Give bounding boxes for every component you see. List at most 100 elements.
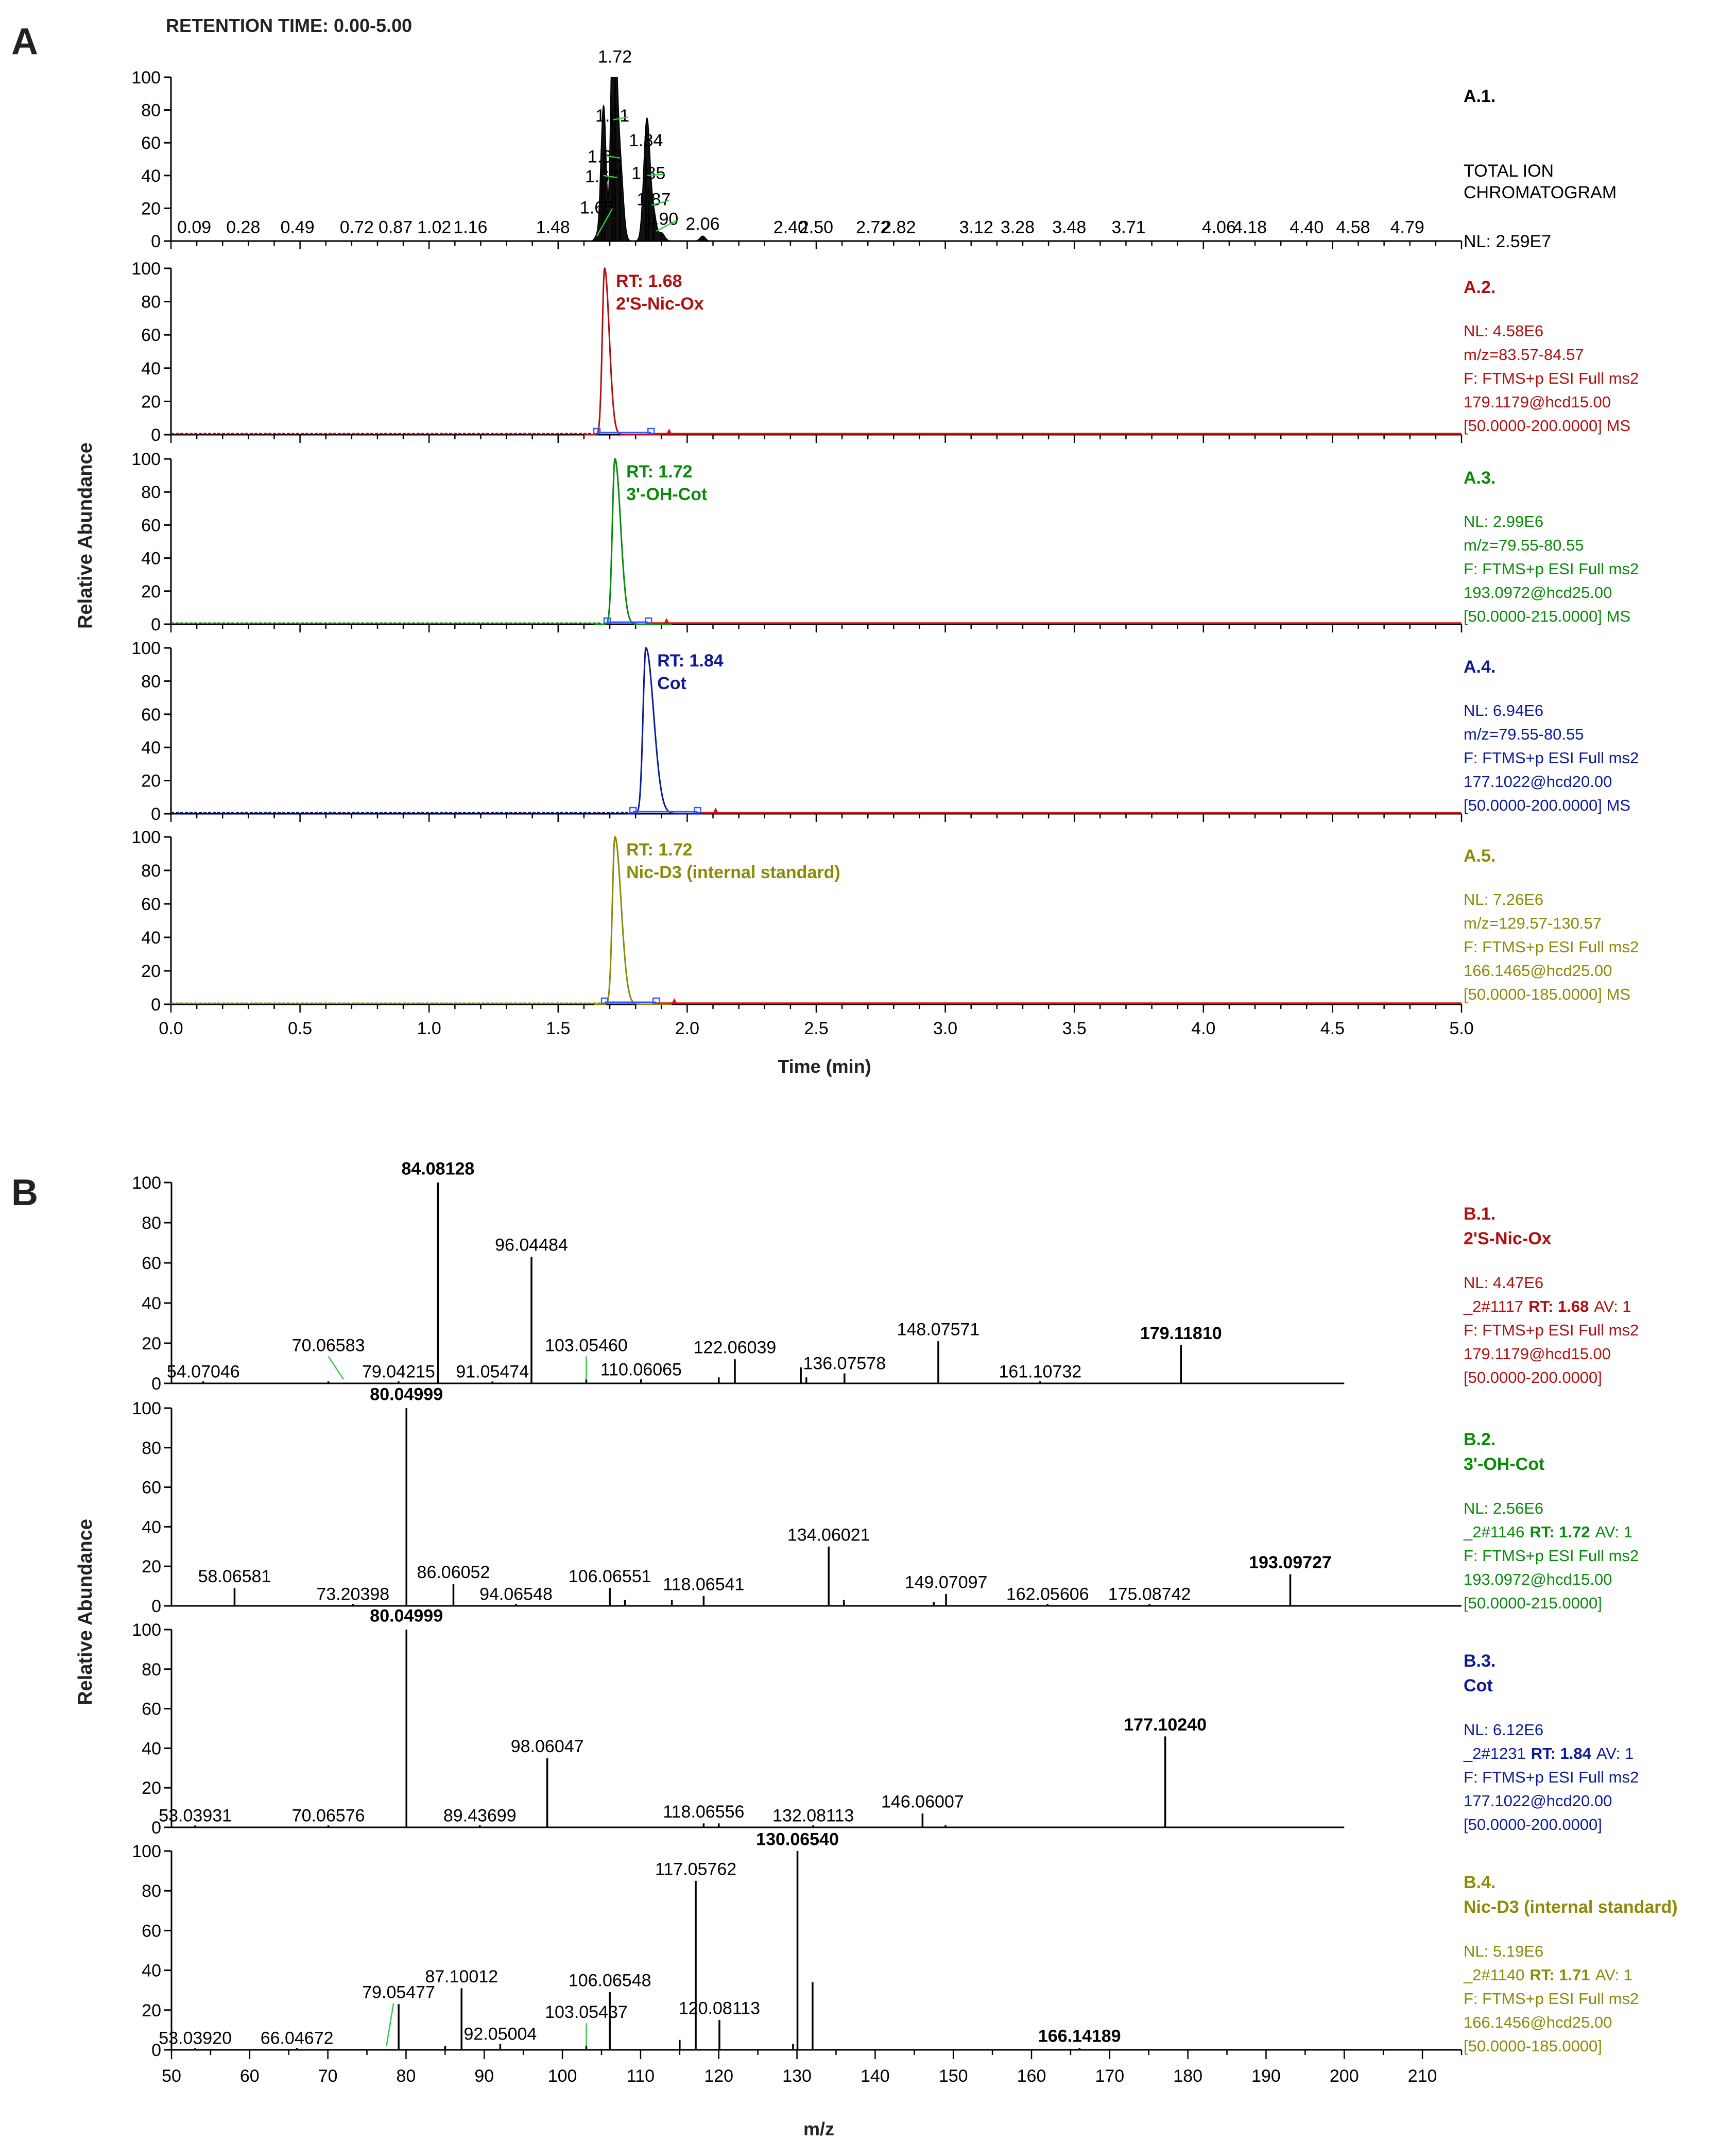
scan-rt: RT: 1.84: [1531, 1744, 1592, 1762]
x-tick-label: 60: [240, 2066, 260, 2086]
y-tick-label: 80: [142, 1213, 161, 1233]
trace-info-line: 166.1465@hcd25.00: [1464, 962, 1612, 980]
label-leader: [328, 1356, 345, 1380]
spectrum-scan-line: _2#1146 RT: 1.72 AV: 1: [1463, 1523, 1632, 1541]
peak-mz-label: 110.06065: [600, 1360, 682, 1379]
y-tick-label: 0: [151, 995, 161, 1015]
integration-marker: [652, 997, 660, 1004]
spectrum-nl: NL: 5.19E6: [1464, 1942, 1543, 1960]
x-tick-label: 150: [939, 2066, 968, 2086]
y-tick-label: 20: [141, 582, 161, 602]
peak-label: 2.40: [774, 217, 807, 237]
spectrum-info-line: [50.0000-215.0000]: [1464, 1594, 1602, 1612]
spectrum-info-line: 193.0972@hcd15.00: [1464, 1570, 1612, 1588]
x-tick-label: 4.5: [1320, 1019, 1345, 1038]
end-marker: [672, 998, 677, 1003]
y-tick-label: 40: [141, 359, 161, 379]
spectrum-info-line: [50.0000-185.0000]: [1464, 2037, 1602, 2055]
y-tick-label: 80: [141, 861, 161, 881]
chromatogram-A-4: 0 20 40 60 80 100 A.4. RT: 1.84 Cot NL: 6.94E6 m/z…: [131, 639, 1639, 824]
y-tick-label: 100: [131, 259, 161, 279]
y-tick-label: 80: [142, 1660, 161, 1680]
peak-mz-label: 87.10012: [425, 1967, 498, 1986]
peak-label: 1.87: [637, 190, 671, 209]
x-tick-label: 5.0: [1449, 1019, 1473, 1038]
spectrum-title: B.2.: [1464, 1430, 1496, 1449]
peak-label: 4.79: [1390, 217, 1424, 237]
x-tick-label: 140: [861, 2066, 890, 2086]
label-leader: [651, 200, 669, 206]
y-tick-label: 40: [142, 1961, 161, 1981]
y-tick-label: 60: [141, 516, 161, 535]
y-tick-label: 0: [151, 1374, 161, 1394]
spectrum-info-line: F: FTMS+p ESI Full ms2: [1464, 1321, 1639, 1339]
peak-label: 1.72: [598, 47, 632, 67]
label-leader: [596, 208, 613, 237]
chromatogram-A-2: 0 20 40 60 80 100 A.2. RT: 1.68 2'S-Nic-Ox NL: 4.…: [131, 259, 1639, 445]
peak-mz-label: 132.08113: [772, 1806, 854, 1825]
peak-mz-label: 73.20398: [316, 1584, 389, 1604]
end-marker: [713, 808, 718, 813]
trace-info-line: 177.1022@hcd20.00: [1464, 773, 1612, 791]
scan-number: _2#1140: [1463, 1966, 1524, 1984]
trace-title: A.4.: [1464, 657, 1496, 677]
x-tick-label: 2.0: [675, 1019, 699, 1038]
y-tick-label: 100: [131, 450, 161, 469]
peak-mz-label: 162.05606: [1006, 1584, 1089, 1604]
spectrum-title: B.4.: [1464, 1873, 1496, 1892]
y-tick-label: 100: [132, 1620, 161, 1640]
scan-number: _2#1117: [1463, 1297, 1523, 1315]
y-tick-label: 80: [141, 672, 161, 691]
integration-marker: [629, 807, 637, 814]
peak-mz-label: 193.09727: [1249, 1553, 1332, 1572]
chromatogram-A-1: 0 20 40 60 80 100 A.1. 0.09 0.28 0.49 0.72 0.87 1.02…: [131, 47, 1617, 251]
peak-mz-label: 148.07571: [897, 1320, 980, 1339]
peak-label: 1.48: [536, 217, 570, 237]
x-tick-label: 3.5: [1062, 1019, 1087, 1038]
y-tick-label: 0: [151, 1597, 161, 1616]
peak-mz-label: 118.06541: [663, 1574, 744, 1594]
peak-mz-label: 79.05477: [362, 1983, 435, 2002]
spectrum-info-line: F: FTMS+p ESI Full ms2: [1464, 1547, 1639, 1565]
spectrum-B-4: 0 20 40 60 80 100 50 60 70 80 90 100 110 120 130 140 150…: [132, 1829, 1677, 2086]
spectrum-compound: Cot: [1464, 1676, 1493, 1695]
y-tick-label: 40: [142, 1517, 161, 1537]
peak-mz-label: 53.03920: [159, 2028, 232, 2048]
y-tick-label: 80: [142, 1438, 161, 1458]
peak-label: 0.28: [226, 217, 260, 237]
spectrum-info-line: F: FTMS+p ESI Full ms2: [1464, 1990, 1639, 2008]
scan-rt: RT: 1.71: [1529, 1966, 1590, 1984]
x-tick-label: 0.5: [288, 1019, 312, 1038]
peak-mz-label: 89.43699: [443, 1806, 517, 1825]
x-tick-label: 210: [1408, 2066, 1437, 2086]
y-tick-label: 60: [142, 1700, 161, 1719]
x-tick-label: 110: [627, 2066, 655, 2086]
y-tick-label: 0: [151, 615, 161, 635]
peak-mz-label: 103.05437: [545, 2002, 628, 2022]
peak-label: 4.18: [1233, 217, 1267, 237]
spectrum-info-line: 177.1022@hcd20.00: [1464, 1792, 1612, 1810]
x-tick-label: 130: [782, 2066, 812, 2086]
peak-compound-label: Cot: [657, 674, 686, 693]
chromatogram-A-5: 0 20 40 60 80 100 0.0 0.5 1.0 1.5 2.0 2.5 3.0 3.5 4.0 4…: [131, 828, 1639, 1038]
peak-compound-label: 2'S-Nic-Ox: [616, 294, 704, 314]
peak-rt-label: RT: 1.72: [626, 462, 693, 482]
y-tick-label: 20: [142, 1557, 161, 1577]
peak-mz-label: 106.06551: [569, 1567, 651, 1586]
integration-marker: [593, 427, 601, 435]
trace-info-line: [50.0000-200.0000] MS: [1464, 417, 1630, 435]
trace-title: A.5.: [1464, 846, 1496, 866]
peak-mz-label: 179.11810: [1140, 1324, 1222, 1343]
label-leader: [656, 219, 677, 232]
peak-mz-label: 134.06021: [787, 1525, 870, 1545]
scan-av: AV: 1: [1595, 1523, 1632, 1541]
trace-info-line: 179.1179@hcd15.00: [1464, 393, 1611, 411]
peak-label: 1.85: [631, 164, 665, 183]
y-tick-label: 20: [142, 1334, 161, 1354]
y-tick-label: 80: [142, 1881, 161, 1901]
x-tick-label: 160: [1017, 2066, 1046, 2086]
trace-info-line: m/z=129.57-130.57: [1464, 914, 1602, 932]
spectrum-info-line: [50.0000-200.0000]: [1464, 1368, 1602, 1386]
y-tick-label: 60: [141, 326, 161, 345]
peak-mz-label: 149.07097: [905, 1572, 988, 1592]
